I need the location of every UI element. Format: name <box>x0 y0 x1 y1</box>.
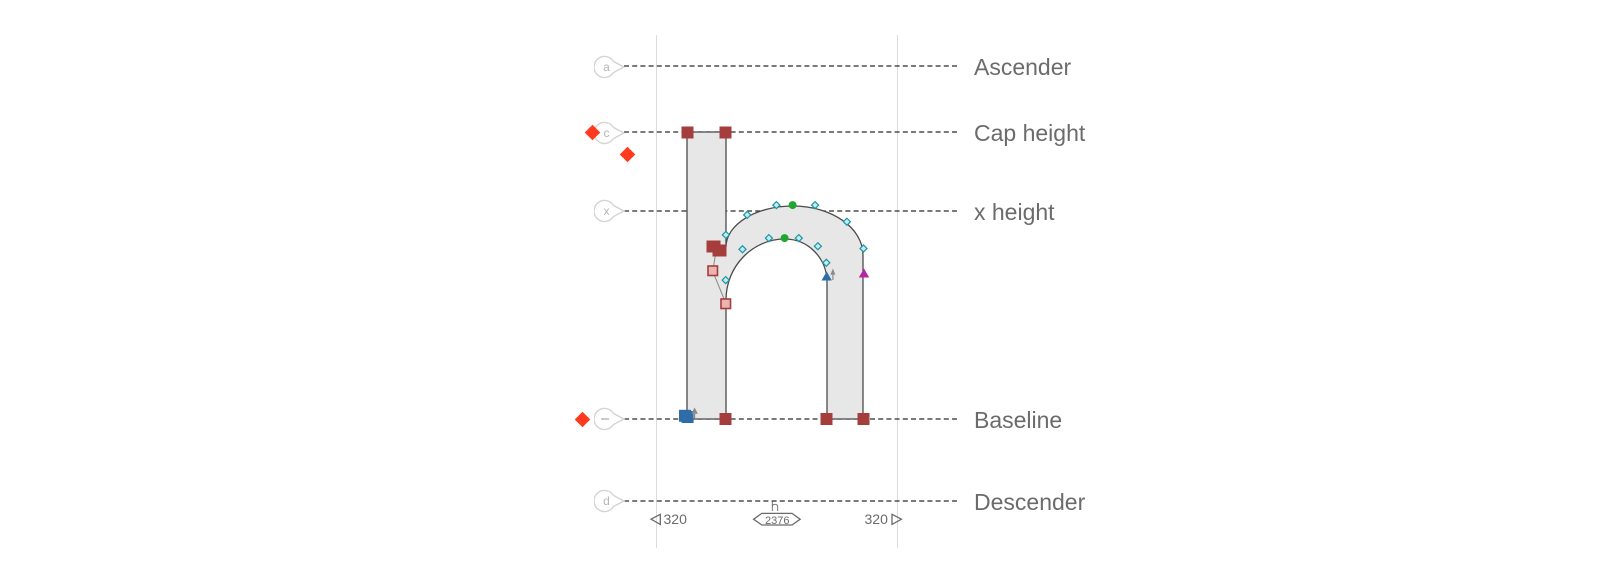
svg-text:320: 320 <box>664 511 688 527</box>
svg-text:320: 320 <box>865 511 889 527</box>
svg-text:2376: 2376 <box>765 515 789 527</box>
